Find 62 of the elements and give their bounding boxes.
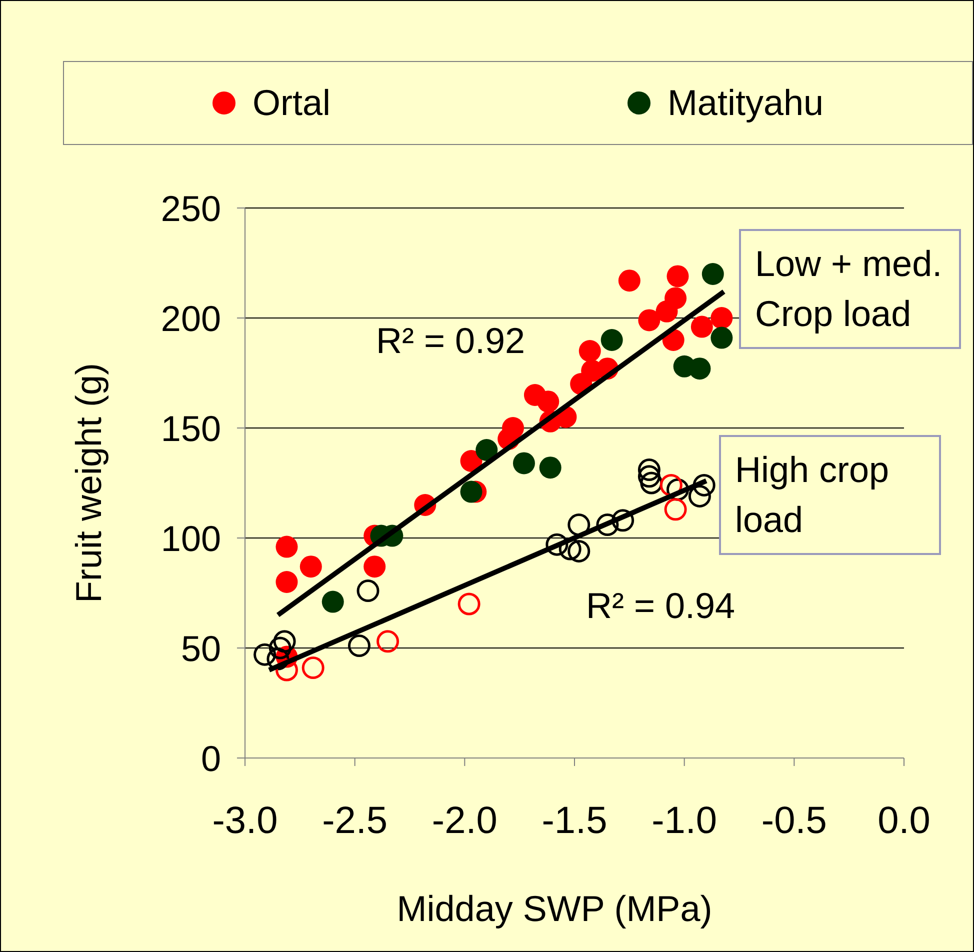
point [596, 514, 619, 536]
point [558, 538, 582, 560]
point [664, 498, 687, 521]
annotation: R² = 0.94 [586, 584, 736, 628]
x-tick-label: 0.0 [878, 800, 930, 842]
point [702, 263, 724, 285]
y-tick-label: 100 [160, 518, 221, 559]
point [690, 316, 713, 338]
point [710, 326, 733, 349]
point [300, 556, 322, 578]
y-tick-label: 0 [200, 738, 221, 779]
x-tick-label: -3.0 [212, 800, 278, 842]
point [376, 630, 400, 653]
point [692, 474, 716, 496]
point [666, 265, 689, 288]
x-tick-label: -2.0 [432, 800, 498, 842]
point [458, 592, 480, 616]
annotation: Low + med. Crop load [739, 229, 961, 349]
annotation: High crop load [719, 435, 941, 555]
point [710, 307, 733, 329]
point [254, 643, 276, 666]
point [348, 634, 370, 658]
point [276, 536, 298, 558]
point [502, 417, 524, 439]
x-tick-label: -1.5 [542, 800, 608, 842]
point [322, 590, 344, 613]
point [688, 484, 711, 508]
y-tick-label: 50 [180, 628, 221, 669]
x-tick-label: -2.5 [322, 800, 388, 842]
legend-label: Ortal [252, 82, 330, 124]
point [537, 390, 560, 413]
point [638, 458, 660, 482]
point [539, 456, 562, 479]
point [460, 480, 482, 503]
point [273, 630, 296, 653]
x-axis-title: Midday SWP (MPa) [396, 888, 712, 930]
point [512, 452, 535, 474]
y-tick-label: 150 [160, 408, 221, 449]
point [600, 329, 623, 351]
point [664, 287, 687, 310]
point [356, 580, 380, 602]
point [638, 465, 660, 488]
point [578, 340, 601, 362]
point [568, 540, 590, 562]
y-tick-label: 250 [160, 188, 221, 229]
x-tick-label: -0.5 [761, 800, 827, 842]
point [546, 533, 568, 556]
point [302, 656, 324, 680]
point [364, 556, 386, 578]
point [476, 439, 498, 461]
point [638, 309, 660, 332]
x-tick-label: -1.0 [652, 800, 718, 842]
point [688, 358, 711, 380]
legend-label: Matityahu [667, 82, 824, 124]
point [618, 270, 640, 292]
point [568, 514, 590, 536]
y-tick-label: 200 [160, 298, 221, 339]
y-axis-title: Fruit weight (g) [68, 362, 110, 604]
point [276, 571, 298, 593]
point [268, 636, 292, 660]
point [612, 509, 634, 532]
annotation: R² = 0.92 [376, 319, 526, 363]
